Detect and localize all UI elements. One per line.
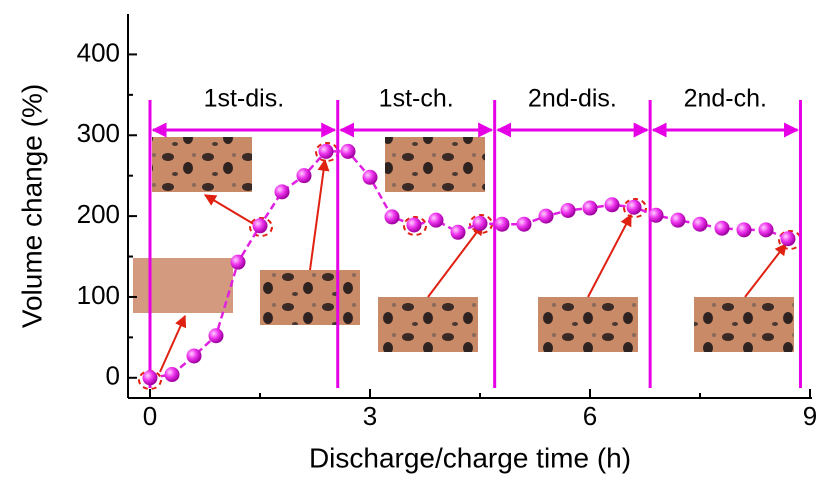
data-point: [538, 208, 554, 224]
data-point: [406, 217, 422, 233]
data-point: [252, 218, 268, 234]
inset-image: [385, 137, 485, 192]
data-point: [780, 231, 796, 247]
data-point: [450, 224, 466, 240]
y-tick-label: 200: [77, 199, 120, 229]
data-point: [208, 328, 224, 344]
data-point: [296, 168, 312, 184]
y-tick-label: 100: [77, 280, 120, 310]
data-point: [648, 207, 664, 223]
inset-image: [260, 270, 360, 325]
data-point: [516, 216, 532, 232]
data-point: [670, 212, 686, 228]
arrow: [744, 243, 787, 298]
data-point: [318, 143, 334, 159]
data-point: [142, 370, 158, 386]
arrow: [203, 194, 258, 227]
data-point: [604, 197, 620, 213]
data-point: [472, 215, 488, 231]
arrow: [587, 213, 632, 298]
highlight: [249, 217, 273, 237]
data-point: [692, 216, 708, 232]
data-point: [186, 348, 202, 364]
stage-label: 1st-ch.: [379, 85, 454, 113]
data-point: [362, 169, 378, 185]
data-point: [230, 254, 246, 270]
inset-image: [538, 297, 638, 352]
inset-image: [378, 297, 478, 352]
y-axis-title: Volume change (%): [16, 84, 47, 328]
data-point: [384, 209, 400, 225]
x-axis-title: Discharge/charge time (h): [309, 442, 631, 473]
inset-image: [694, 297, 794, 352]
data-point: [758, 222, 774, 238]
data-point: [736, 222, 752, 238]
y-tick-label: 400: [77, 37, 120, 67]
arrow: [159, 314, 187, 373]
stage-label: 2nd-dis.: [528, 85, 617, 113]
x-tick-label: 9: [803, 401, 817, 431]
data-point: [560, 202, 576, 218]
y-tick-label: 300: [77, 118, 120, 148]
data-point: [714, 220, 730, 236]
y-tick-label: 0: [106, 361, 120, 391]
arrow: [427, 223, 484, 298]
stage-label: 1st-dis.: [204, 85, 285, 113]
data-point: [582, 200, 598, 216]
data-point: [164, 367, 180, 383]
inset-image: [152, 137, 252, 192]
data-point: [428, 212, 444, 228]
x-tick-label: 6: [583, 401, 597, 431]
inset-image: [133, 258, 233, 313]
inset-images: [133, 137, 802, 390]
data-point: [340, 143, 356, 159]
data-point: [274, 184, 290, 200]
inset-arrows: [138, 142, 802, 390]
data-point: [494, 216, 510, 232]
highlight: [403, 216, 427, 236]
x-tick-label: 0: [143, 401, 157, 431]
x-tick-label: 3: [363, 401, 377, 431]
stage-label: 2nd-ch.: [684, 85, 767, 113]
highlight: [623, 198, 647, 218]
arrow: [309, 158, 330, 271]
data-point: [626, 199, 642, 215]
